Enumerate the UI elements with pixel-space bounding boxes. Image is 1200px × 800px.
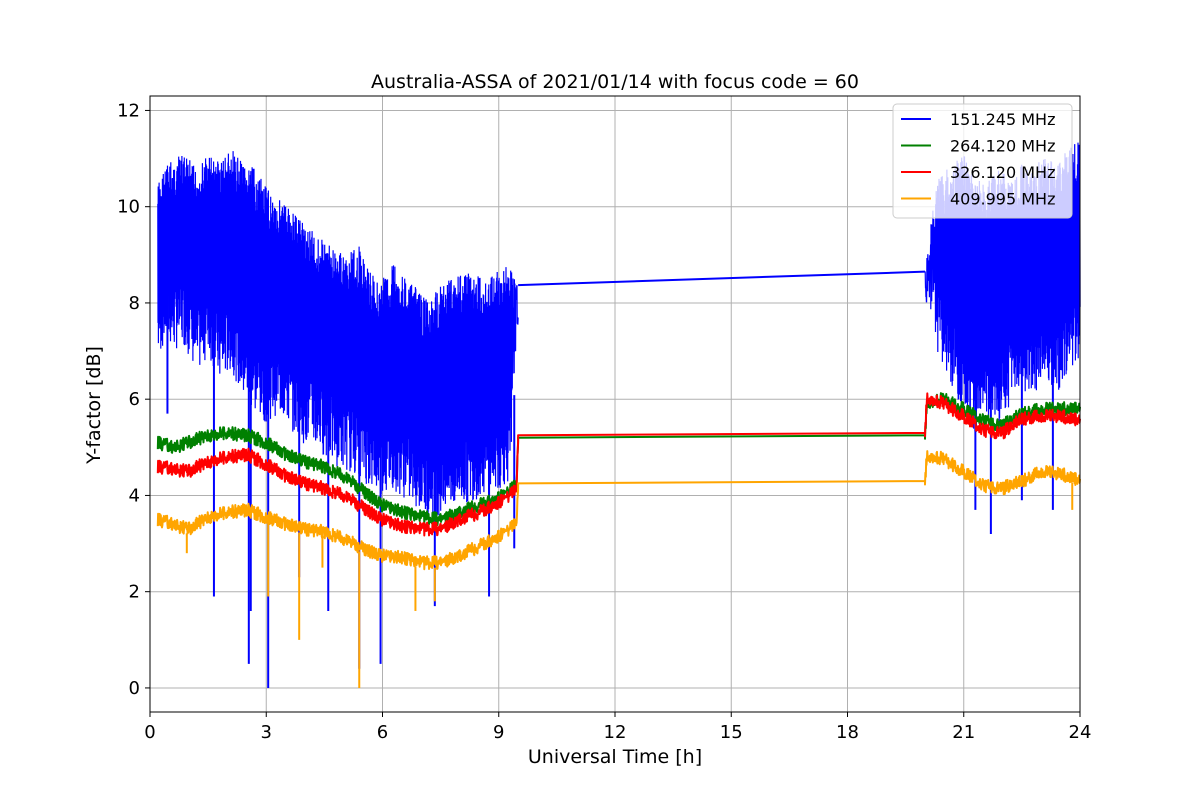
- y-tick-label: 0: [129, 678, 140, 699]
- x-tick-label: 3: [261, 722, 272, 743]
- x-axis: 0 3 6 9 12 15 18 21 24: [144, 712, 1091, 743]
- series-layer: [156, 142, 1081, 688]
- series-line: [156, 392, 1081, 527]
- x-tick-label: 18: [836, 722, 859, 743]
- legend-label: 264.120 MHz: [950, 137, 1055, 156]
- y-tick-label: 6: [129, 389, 140, 410]
- y-tick-label: 8: [129, 293, 140, 314]
- x-axis-label: Universal Time [h]: [528, 746, 702, 768]
- y-tick-label: 4: [129, 485, 140, 506]
- y-tick-label: 12: [117, 100, 140, 121]
- y-tick-label: 10: [117, 197, 140, 218]
- x-tick-label: 24: [1069, 722, 1092, 743]
- legend-box: [892, 103, 1073, 219]
- x-tick-label: 15: [720, 722, 743, 743]
- y-axis-label: Y-factor [dB]: [83, 346, 105, 465]
- x-tick-label: 12: [604, 722, 627, 743]
- chart-title: Australia-ASSA of 2021/01/14 with focus …: [371, 71, 859, 93]
- legend: 151.245 MHz 264.120 MHz 326.120 MHz 409.995…: [892, 103, 1073, 219]
- x-tick-label: 6: [377, 722, 388, 743]
- series-gap-line: [518, 270, 926, 287]
- y-tick-label: 2: [129, 582, 140, 603]
- x-tick-label: 0: [144, 722, 155, 743]
- legend-label: 151.245 MHz: [950, 110, 1055, 129]
- x-tick-label: 21: [952, 722, 975, 743]
- series-band: [157, 151, 519, 519]
- y-axis: 0 2 4 6 8 10 12: [117, 100, 150, 699]
- legend-label: 409.995 MHz: [950, 190, 1055, 209]
- series-264-120-mhz: [156, 392, 1081, 527]
- series-409-995-mhz: [156, 450, 1081, 688]
- series-line: [156, 450, 1081, 571]
- series-326-120-mhz: [156, 392, 1081, 537]
- legend-label: 326.120 MHz: [950, 163, 1055, 182]
- series-line: [156, 392, 1081, 537]
- x-tick-label: 9: [493, 722, 504, 743]
